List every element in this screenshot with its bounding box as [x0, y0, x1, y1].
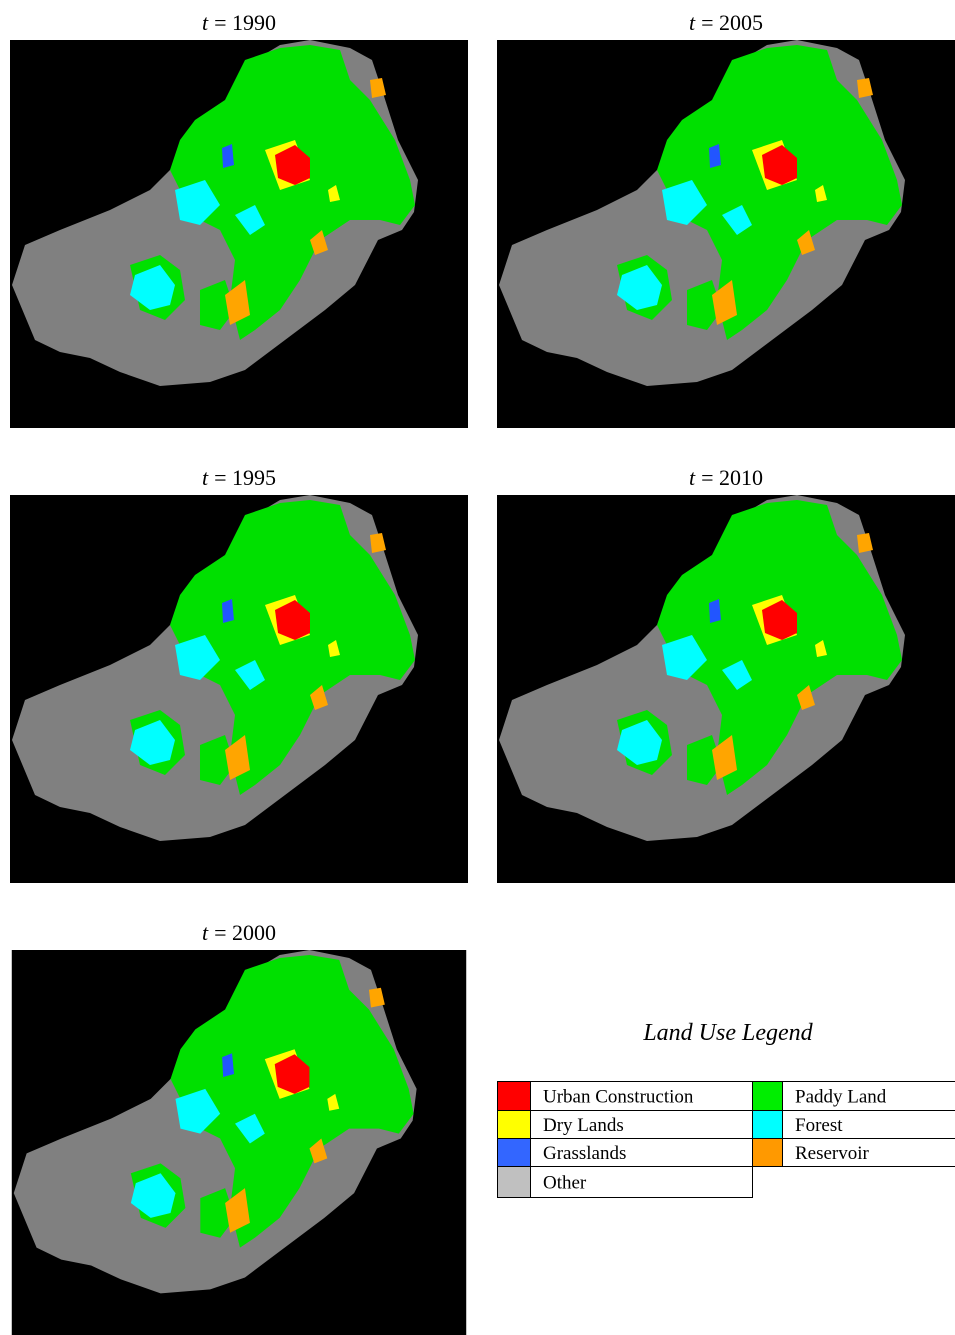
- panel-year: = 2005: [701, 10, 763, 35]
- legend-label: Grasslands: [543, 1143, 626, 1164]
- panel-title: t= 1990: [202, 10, 276, 35]
- legend: Land Use Legend Urban Construction Dry Lan…: [498, 1020, 955, 1198]
- panel-title: t= 1995: [202, 465, 276, 490]
- panel-year: = 2000: [214, 920, 276, 945]
- legend-label: Dry Lands: [543, 1115, 624, 1136]
- page: {"panels": [ {"variable": "t", "label": …: [0, 0, 955, 1335]
- legend-label: Urban Construction: [543, 1087, 694, 1108]
- legend-swatch: [498, 1167, 531, 1198]
- legend-swatch: [753, 1111, 783, 1139]
- land-use-map: [497, 40, 955, 428]
- panel-year: = 1990: [214, 10, 276, 35]
- panel-variable: t: [689, 465, 696, 490]
- legend-title: Land Use Legend: [642, 1020, 813, 1046]
- legend-label: Reservoir: [795, 1143, 870, 1164]
- legend-swatch: [498, 1139, 531, 1167]
- panel-variable: t: [202, 920, 209, 945]
- panel-year: = 1995: [214, 465, 276, 490]
- land-use-map: [497, 495, 955, 883]
- panel-title: t= 2010: [689, 465, 763, 490]
- legend-label: Paddy Land: [795, 1087, 887, 1108]
- panel-title: t= 2000: [202, 920, 276, 945]
- legend-swatch: [753, 1139, 783, 1167]
- land-use-map: [10, 40, 468, 428]
- land-use-map: [10, 495, 468, 883]
- panel-variable: t: [202, 465, 209, 490]
- land-use-map: [12, 950, 466, 1335]
- figure: t= 1990t= 2005t= 1995t= 2010t= 2000Land …: [0, 0, 955, 1335]
- panel-variable: t: [689, 10, 696, 35]
- legend-label: Forest: [795, 1115, 843, 1136]
- legend-label: Other: [543, 1173, 587, 1194]
- legend-swatch: [753, 1082, 783, 1111]
- panel-variable: t: [202, 10, 209, 35]
- legend-swatch: [498, 1111, 531, 1139]
- panel-title: t= 2005: [689, 10, 763, 35]
- panel-year: = 2010: [701, 465, 763, 490]
- legend-swatch: [498, 1082, 531, 1111]
